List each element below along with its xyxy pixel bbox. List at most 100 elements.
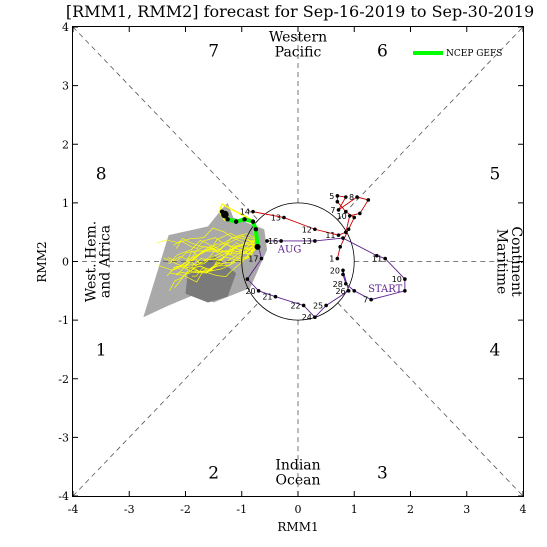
phase-label: 1	[96, 340, 107, 360]
observed-aug-sep-point	[352, 289, 357, 293]
region-label-bottom: Indian	[275, 458, 320, 474]
region-label-left: and Africa	[98, 225, 114, 298]
observed-aug-sep-point	[313, 315, 317, 319]
observed-aug-sep-point	[265, 239, 269, 243]
plot-frame-group	[72, 26, 524, 497]
forecast-mean-point	[253, 227, 259, 232]
observed-aug-sep-point	[374, 253, 379, 258]
ensemble-member-line	[156, 227, 256, 246]
observed-july-day-label: 12	[302, 225, 312, 234]
region-label-left: West. Hem.	[84, 221, 100, 302]
region-label-bottom: Ocean	[276, 472, 321, 488]
x-tick-label: 4	[520, 503, 527, 516]
observed-aug-sep-point	[341, 236, 345, 240]
observed-aug-sep-day-label: 7	[363, 296, 368, 305]
phase-label: 7	[208, 41, 219, 61]
observed-july-point	[282, 215, 286, 220]
observed-aug-sep-day-label: 28	[333, 280, 343, 289]
observed-july-point	[355, 195, 359, 199]
observed-july-point	[313, 227, 317, 232]
forecast-mean-point	[242, 217, 247, 222]
month-label: AUG	[277, 245, 302, 256]
phase-label: 6	[377, 41, 388, 61]
x-tick-label: 2	[407, 503, 414, 516]
observed-aug-sep-point	[344, 281, 348, 286]
observed-july-day-label: 14	[240, 208, 250, 217]
observed-aug-sep-day-label: 22	[290, 301, 300, 310]
forecast-mean-point	[254, 243, 261, 250]
observed-aug-sep-line	[246, 237, 406, 318]
phase-label: 2	[208, 464, 219, 484]
ensemble-member-line	[172, 234, 256, 268]
x-tick-label: 0	[295, 503, 302, 516]
observed-july-point	[352, 215, 357, 220]
ensemble-member-line	[170, 248, 256, 283]
observed-july-day-label: 5	[329, 192, 334, 201]
y-tick-label: -1	[58, 314, 69, 327]
legend: NCEP GEFS	[413, 49, 502, 59]
observed-july-point	[335, 199, 340, 204]
observed-aug-sep-day-label: 13	[302, 237, 312, 246]
y-tick-label: 3	[62, 80, 69, 93]
observed-aug-sep-point	[369, 297, 373, 302]
observed-july-point	[336, 208, 341, 212]
observed-july-day-label: 11	[325, 231, 335, 240]
observed-aug-sep-day-label: 24	[302, 313, 312, 322]
observed-aug-sep-point	[245, 277, 250, 281]
region-label-top: Pacific	[275, 44, 322, 60]
observed-july-point	[251, 209, 255, 214]
observed-aug-sep-day-label: 25	[313, 301, 323, 310]
observed-aug-sep-day-label: 17	[248, 255, 258, 264]
ensemble-members-group	[156, 202, 257, 292]
x-tick-label: -1	[236, 503, 247, 516]
ensemble-member-line	[168, 239, 256, 265]
observed-aug-sep-day-label: 26	[335, 287, 345, 296]
forecast-mean-point	[225, 217, 230, 222]
ensemble-member-line	[173, 237, 256, 250]
observed-july-day-label: 8	[349, 193, 354, 202]
month-label: START	[368, 284, 403, 295]
observed-july-point	[366, 198, 371, 202]
observed-july-point	[344, 195, 348, 199]
observed-july-day-label: 1	[329, 255, 334, 264]
y-tick-label: -3	[58, 431, 69, 444]
legend-label: NCEP GEFS	[446, 49, 502, 59]
phase-label: 5	[489, 165, 500, 185]
x-tick-label: -3	[124, 503, 135, 516]
ensemble-inner-spread-area	[185, 255, 237, 303]
x-tick-label: -2	[180, 503, 191, 516]
observed-aug-sep-day-label: 10	[392, 275, 402, 284]
ensemble-member-line	[157, 247, 257, 274]
observed-july-point	[358, 211, 362, 216]
y-tick-label: 2	[62, 138, 69, 151]
forecast-end-point	[221, 210, 229, 219]
y-tick-label: -4	[58, 490, 69, 503]
observed-aug-sep-point	[259, 256, 264, 261]
y-tick-label: 1	[62, 197, 69, 210]
observed-aug-sep-day-label: 16	[268, 237, 278, 246]
phase-label: 8	[96, 165, 107, 185]
observed-aug-sep-point	[346, 289, 351, 293]
forecast-mean-point	[250, 219, 256, 224]
region-label-right: Continent	[508, 226, 524, 297]
forecast-mean-group	[219, 209, 261, 250]
unit-circle	[241, 202, 355, 321]
diagonal-line	[72, 26, 259, 221]
observed-july-point	[344, 209, 348, 214]
observed-aug-sep-day-label: 11	[372, 255, 382, 264]
observed-aug-sep-point	[256, 289, 261, 293]
y-tick-label: -2	[58, 373, 69, 386]
ensemble-member-line	[191, 242, 256, 270]
observed-aug-sep-day-label: 21	[262, 293, 272, 302]
diagonal-line	[72, 302, 259, 497]
phase-label: 4	[489, 340, 500, 360]
observed-july-point	[336, 233, 341, 237]
observed-july-point	[335, 194, 340, 198]
x-tick-label: 3	[463, 503, 470, 516]
observed-aug-sep-point	[403, 277, 407, 281]
